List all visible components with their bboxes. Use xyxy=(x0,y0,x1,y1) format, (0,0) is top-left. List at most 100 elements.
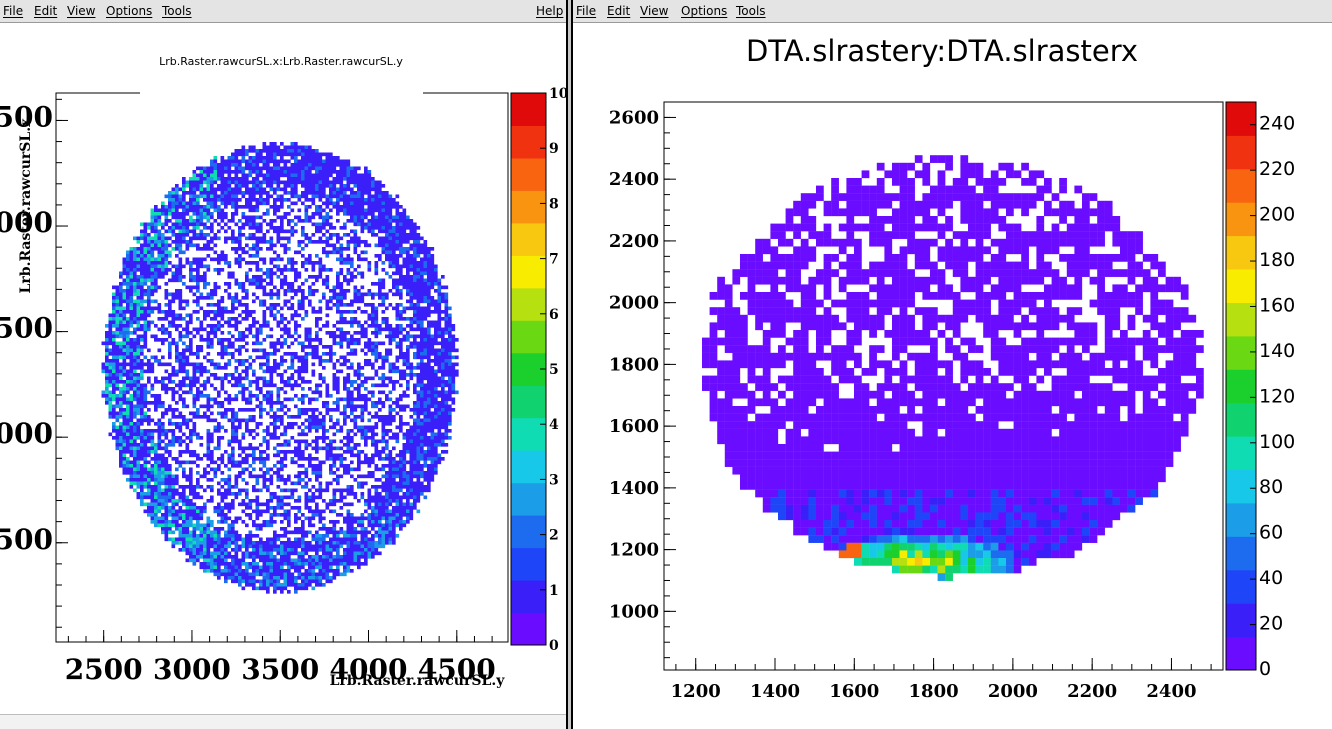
heatmap-cell xyxy=(161,355,165,360)
heatmap-cell xyxy=(273,359,277,363)
heatmap-cell xyxy=(115,446,120,451)
heatmap-cell xyxy=(416,275,421,279)
heatmap-cell xyxy=(129,450,134,454)
left-menu-options[interactable]: Options xyxy=(106,4,153,18)
heatmap-cell xyxy=(399,268,403,272)
heatmap-cell xyxy=(213,313,218,318)
heatmap-cell xyxy=(161,331,165,335)
heatmap-cell xyxy=(423,415,428,419)
left-menu-tools[interactable]: Tools xyxy=(162,4,192,18)
heatmap-cell xyxy=(336,418,340,423)
heatmap-cell xyxy=(346,394,351,398)
heatmap-cell xyxy=(329,418,333,423)
heatmap-cell xyxy=(336,163,340,167)
heatmap-cell xyxy=(252,418,256,423)
heatmap-cell xyxy=(196,166,200,171)
heatmap-cell xyxy=(280,450,284,454)
heatmap-cell xyxy=(364,184,368,188)
left-menu-edit[interactable]: Edit xyxy=(34,4,58,18)
heatmap-cell xyxy=(115,387,120,391)
heatmap-cell xyxy=(325,236,330,241)
heatmap-cell xyxy=(133,429,137,433)
heatmap-cell xyxy=(203,271,207,276)
heatmap-cell xyxy=(206,173,211,178)
left-chart-canvas[interactable]: Lrb.Raster.rawcurSL.x:Lrb.Raster.rawcurS… xyxy=(0,23,566,715)
heatmap-cell xyxy=(245,289,249,293)
heatmap-cell xyxy=(287,320,291,325)
heatmap-cell xyxy=(259,229,263,234)
heatmap-cell xyxy=(143,271,148,276)
heatmap-cell xyxy=(238,285,242,290)
heatmap-cell xyxy=(360,429,365,433)
heatmap-cell xyxy=(122,289,127,293)
heatmap-cell xyxy=(392,201,396,206)
heatmap-cell xyxy=(245,236,249,241)
heatmap-cell xyxy=(126,296,130,300)
heatmap-cell xyxy=(395,243,400,248)
heatmap-cell xyxy=(259,247,263,251)
heatmap-cell xyxy=(143,341,148,346)
heatmap-cell xyxy=(353,418,358,423)
heatmap-cell xyxy=(301,201,305,206)
heatmap-cell xyxy=(192,184,197,188)
heatmap-cell xyxy=(112,338,116,342)
heatmap-cell xyxy=(360,222,365,227)
heatmap-cell xyxy=(343,383,347,388)
heatmap-cell xyxy=(343,194,347,199)
heatmap-cell xyxy=(343,257,347,262)
heatmap-cell xyxy=(346,366,351,370)
left-menu-view[interactable]: View xyxy=(67,4,96,18)
heatmap-cell xyxy=(448,429,452,433)
heatmap-cell xyxy=(336,380,340,384)
heatmap-cell xyxy=(297,313,302,318)
heatmap-cell xyxy=(353,292,358,297)
heatmap-cell xyxy=(182,212,186,216)
left-menu-file[interactable]: File xyxy=(3,4,24,18)
heatmap-cell xyxy=(371,453,375,458)
heatmap-cell xyxy=(129,397,134,402)
heatmap-cell xyxy=(143,243,148,248)
heatmap-cell xyxy=(115,418,120,423)
left-menu-help[interactable]: Help xyxy=(536,4,564,18)
heatmap-cell xyxy=(392,362,396,367)
heatmap-cell xyxy=(350,366,354,370)
heatmap-cell xyxy=(259,327,263,332)
heatmap-cell xyxy=(392,415,396,419)
heatmap-cell xyxy=(266,443,270,447)
heatmap-cell xyxy=(206,208,211,213)
heatmap-cell xyxy=(350,205,354,209)
heatmap-cell xyxy=(206,450,211,454)
heatmap-cell xyxy=(371,383,375,388)
heatmap-cell xyxy=(339,166,344,171)
heatmap-cell xyxy=(245,173,249,178)
heatmap-cell xyxy=(112,425,116,430)
heatmap-cell xyxy=(409,306,414,311)
heatmap-cell xyxy=(252,415,256,419)
heatmap-cell xyxy=(266,397,270,402)
heatmap-cell xyxy=(434,415,438,419)
heatmap-cell xyxy=(427,313,431,318)
heatmap-cell xyxy=(140,397,144,402)
heatmap-cell xyxy=(262,156,267,160)
heatmap-cell xyxy=(297,373,302,377)
heatmap-cell xyxy=(269,436,274,440)
heatmap-cell xyxy=(318,184,323,188)
heatmap-cell xyxy=(203,247,207,251)
heatmap-cell xyxy=(353,397,358,402)
heatmap-cell xyxy=(427,282,431,286)
heatmap-cell xyxy=(374,313,379,318)
heatmap-cell xyxy=(399,327,403,332)
heatmap-cell xyxy=(420,345,424,349)
heatmap-cell xyxy=(262,236,267,241)
heatmap-cell xyxy=(332,457,337,461)
heatmap-cell xyxy=(402,450,407,454)
heatmap-cell xyxy=(105,376,109,381)
heatmap-cell xyxy=(157,429,162,433)
heatmap-cell xyxy=(392,460,396,465)
heatmap-cell xyxy=(269,313,274,318)
heatmap-cell xyxy=(339,187,344,192)
heatmap-cell xyxy=(378,331,382,335)
heatmap-cell xyxy=(203,233,207,237)
heatmap-cell xyxy=(427,341,431,346)
heatmap-cell xyxy=(224,362,228,367)
